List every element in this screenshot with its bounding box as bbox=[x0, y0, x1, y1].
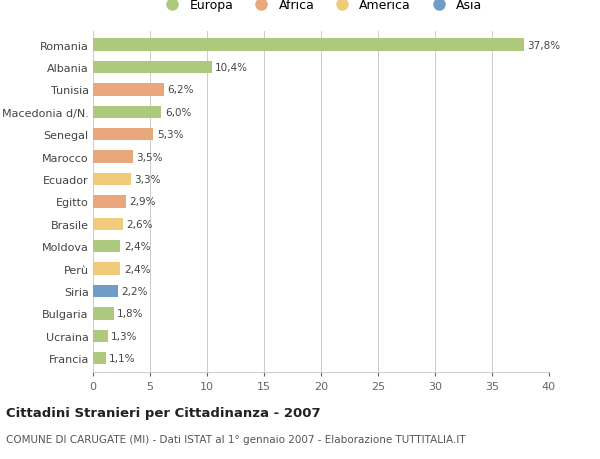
Bar bbox=[93, 106, 161, 119]
Bar bbox=[93, 129, 154, 141]
Text: 2,2%: 2,2% bbox=[121, 286, 148, 297]
Text: 5,3%: 5,3% bbox=[157, 130, 184, 140]
Bar bbox=[93, 174, 131, 186]
Text: 37,8%: 37,8% bbox=[527, 40, 560, 50]
Legend: Europa, Africa, America, Asia: Europa, Africa, America, Asia bbox=[160, 0, 482, 12]
Text: Cittadini Stranieri per Cittadinanza - 2007: Cittadini Stranieri per Cittadinanza - 2… bbox=[6, 406, 320, 419]
Text: 2,6%: 2,6% bbox=[126, 219, 152, 230]
Text: 6,2%: 6,2% bbox=[167, 85, 194, 95]
Bar bbox=[93, 263, 121, 275]
Text: 6,0%: 6,0% bbox=[165, 107, 191, 118]
Bar bbox=[93, 308, 113, 320]
Bar bbox=[93, 241, 121, 253]
Bar bbox=[93, 330, 108, 342]
Text: COMUNE DI CARUGATE (MI) - Dati ISTAT al 1° gennaio 2007 - Elaborazione TUTTITALI: COMUNE DI CARUGATE (MI) - Dati ISTAT al … bbox=[6, 434, 466, 444]
Text: 3,3%: 3,3% bbox=[134, 174, 161, 185]
Bar bbox=[93, 39, 524, 52]
Text: 2,4%: 2,4% bbox=[124, 264, 150, 274]
Bar bbox=[93, 352, 106, 364]
Text: 3,5%: 3,5% bbox=[136, 152, 163, 162]
Bar bbox=[93, 62, 212, 74]
Text: 1,8%: 1,8% bbox=[117, 309, 143, 319]
Text: 2,9%: 2,9% bbox=[130, 197, 156, 207]
Text: 10,4%: 10,4% bbox=[215, 63, 248, 73]
Bar bbox=[93, 285, 118, 297]
Text: 1,1%: 1,1% bbox=[109, 353, 136, 364]
Bar bbox=[93, 151, 133, 163]
Bar bbox=[93, 196, 126, 208]
Text: 1,3%: 1,3% bbox=[111, 331, 138, 341]
Bar bbox=[93, 218, 122, 230]
Bar bbox=[93, 84, 164, 96]
Text: 2,4%: 2,4% bbox=[124, 241, 150, 252]
